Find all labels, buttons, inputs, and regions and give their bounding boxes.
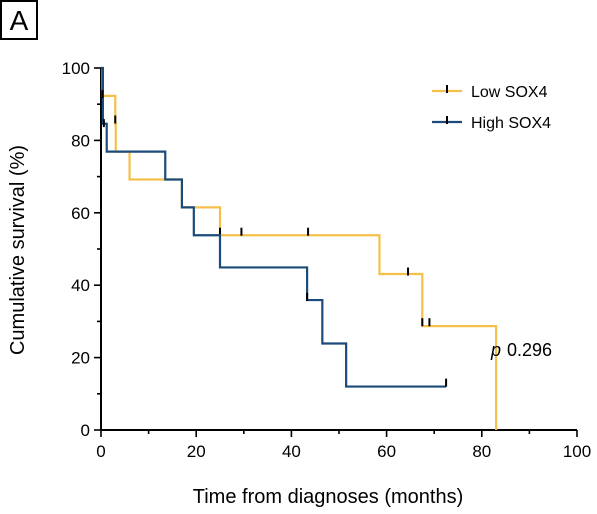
y-tick-label: 40 xyxy=(71,276,90,295)
survival-curve xyxy=(101,66,447,388)
y-tick-label: 20 xyxy=(71,349,90,368)
y-tick-label: 100 xyxy=(62,59,90,78)
x-tick-label: 80 xyxy=(472,442,491,461)
panel-label-box xyxy=(0,0,38,40)
panel-label-group: A xyxy=(0,0,38,40)
x-tick-label: 20 xyxy=(187,442,206,461)
y-tick-label: 60 xyxy=(71,204,90,223)
x-tick-label: 60 xyxy=(377,442,396,461)
legend-label: Low SOX4 xyxy=(471,84,548,101)
x-tick-label: 100 xyxy=(563,442,591,461)
series-2 xyxy=(101,66,448,388)
legend: Low SOX4 High SOX4 xyxy=(432,84,551,132)
p-value-annotation: p 0.296 xyxy=(490,340,552,360)
series-layer xyxy=(101,66,498,430)
y-ticks: 0 20 40 60 80 100 xyxy=(62,59,101,440)
x-tick-label: 40 xyxy=(282,442,301,461)
x-ticks: 0 20 40 60 80 100 xyxy=(96,430,591,461)
p-value: 0.296 xyxy=(507,340,552,360)
y-tick-label: 0 xyxy=(81,421,90,440)
y-axis-title: Cumulative survival (%) xyxy=(7,145,29,355)
p-symbol: p xyxy=(490,340,501,360)
x-axis-title: Time from diagnoses (months) xyxy=(193,486,463,508)
legend-label: High SOX4 xyxy=(471,115,551,132)
panel-label: A xyxy=(10,5,29,36)
x-tick-label: 0 xyxy=(96,442,105,461)
y-tick-label: 80 xyxy=(71,131,90,150)
